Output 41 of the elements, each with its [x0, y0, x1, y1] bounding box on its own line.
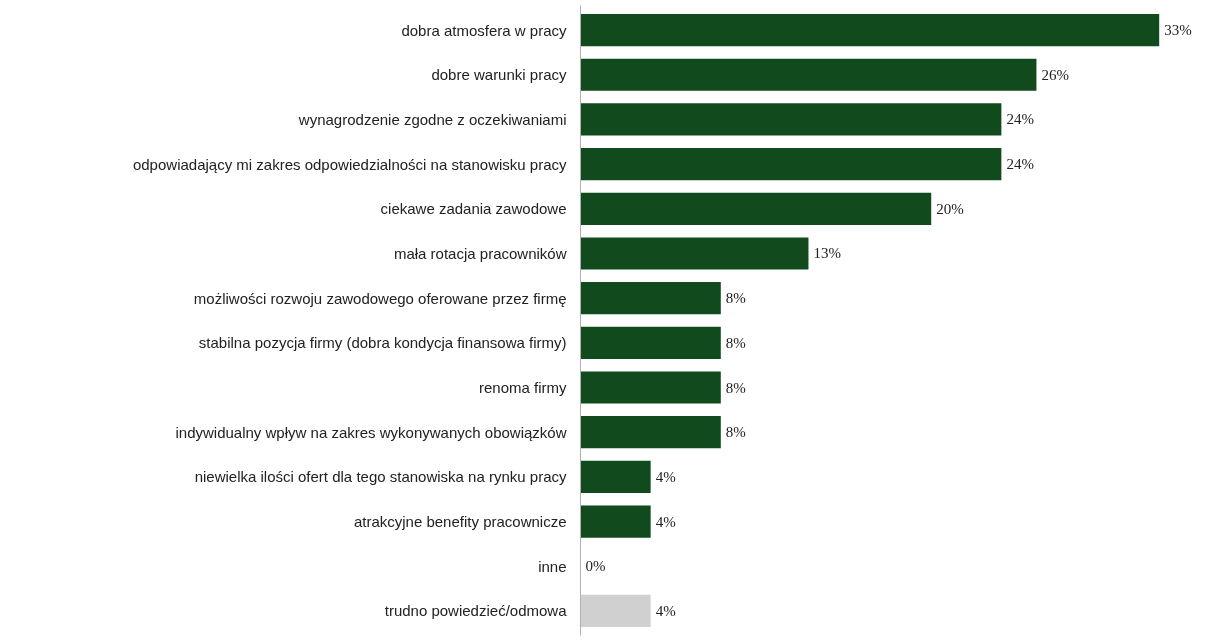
y-tick-label: renoma firmy [478, 379, 567, 397]
y-tick-label: stabilna pozycja firmy (dobra kondycja finansowa firmy) [198, 334, 567, 352]
data-label: 8% [725, 290, 746, 307]
y-tick-label: wynagrodzenie zgodne z oczekiwaniami [297, 110, 567, 128]
bar [580, 371, 721, 404]
data-label: 13% [813, 245, 841, 262]
bar [580, 505, 651, 538]
bar [580, 282, 721, 315]
data-label: 20% [936, 200, 964, 217]
data-label: 0% [585, 558, 606, 575]
y-tick-label: możliwości rozwoju zawodowego oferowane przez firmę [193, 289, 567, 307]
data-label: 4% [655, 513, 676, 530]
bar [580, 192, 932, 225]
bar [580, 326, 721, 359]
data-label: 24% [1006, 111, 1034, 128]
y-tick-label: dobra atmosfera w pracy [401, 21, 567, 39]
bar [580, 460, 651, 493]
y-tick-label: inne [538, 557, 567, 575]
y-tick-label: ciekawe zadania zawodowe [380, 200, 567, 218]
bar [580, 103, 1002, 136]
data-label: 33% [1164, 22, 1192, 39]
bar [580, 416, 721, 449]
data-label: 8% [725, 424, 746, 441]
data-label: 8% [725, 379, 746, 396]
y-tick-label: niewielka ilości ofert dla tego stanowiska na rynku pracy [194, 468, 567, 486]
bar [580, 58, 1037, 91]
data-label: 4% [655, 468, 676, 485]
y-tick-label: dobre warunki pracy [431, 66, 567, 84]
y-tick-label: trudno powiedzieć/odmowa [384, 602, 568, 620]
data-label: 26% [1041, 66, 1069, 83]
y-tick-label: indywidualny wpływ na zakres wykonywanych obowiązków [175, 423, 567, 441]
y-tick-label: mała rotacja pracowników [393, 244, 567, 262]
data-label: 24% [1006, 156, 1034, 173]
y-tick-label: odpowiadający mi zakres odpowiedzialności na stanowisku pracy [132, 155, 567, 173]
bar [580, 594, 651, 628]
bar [580, 237, 809, 270]
y-tick-label: atrakcyjne benefity pracownicze [353, 513, 567, 531]
bar [580, 13, 1160, 47]
data-label: 8% [725, 334, 746, 351]
data-label: 4% [655, 602, 676, 619]
bar [580, 148, 1002, 181]
